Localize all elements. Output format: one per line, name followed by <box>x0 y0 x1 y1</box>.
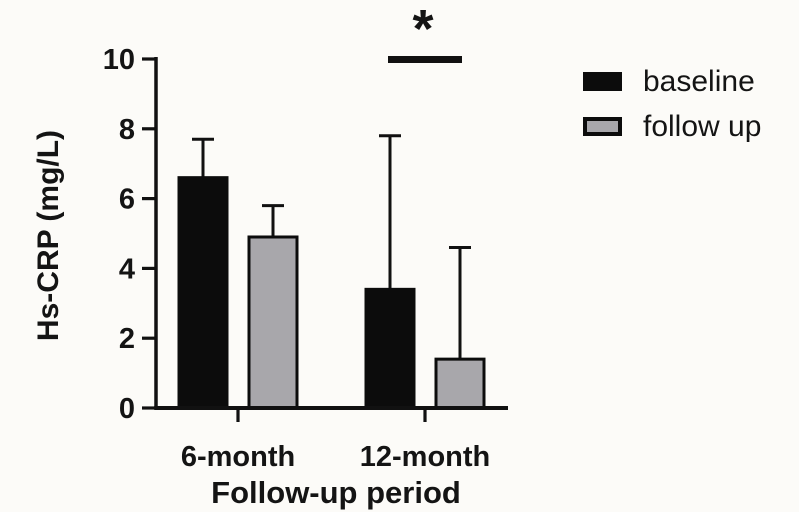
significance-asterisk: * <box>412 0 433 59</box>
y-tick-label-2: 2 <box>119 323 135 355</box>
x-category-label-6-month: 6-month <box>181 441 295 473</box>
significance-line <box>388 56 462 63</box>
x-axis-title: Follow-up period <box>211 475 461 510</box>
bar-follow-up-12-month <box>434 357 486 410</box>
legend-item-baseline: baseline <box>583 66 761 98</box>
y-axis-title: Hs-CRP (mg/L) <box>32 130 65 341</box>
legend-swatch-baseline <box>583 72 622 92</box>
legend-label-baseline: baseline <box>643 65 755 98</box>
y-tick-label-10: 10 <box>103 44 135 76</box>
legend-swatch-follow-up <box>583 116 622 136</box>
y-tick-label-6: 6 <box>119 184 135 216</box>
y-tick-label-4: 4 <box>119 253 135 285</box>
bar-follow-up-6-month <box>247 235 299 410</box>
bar-baseline-12-month <box>364 287 416 410</box>
legend-label-follow-up: follow up <box>643 109 762 143</box>
x-category-label-12-month: 12-month <box>360 441 491 473</box>
y-tick-label-8: 8 <box>119 114 135 146</box>
legend-item-follow-up: follow up <box>583 109 762 143</box>
y-tick-label-0: 0 <box>119 393 135 425</box>
legend: baseline follow up <box>583 66 761 142</box>
bar-baseline-6-month <box>177 176 229 410</box>
